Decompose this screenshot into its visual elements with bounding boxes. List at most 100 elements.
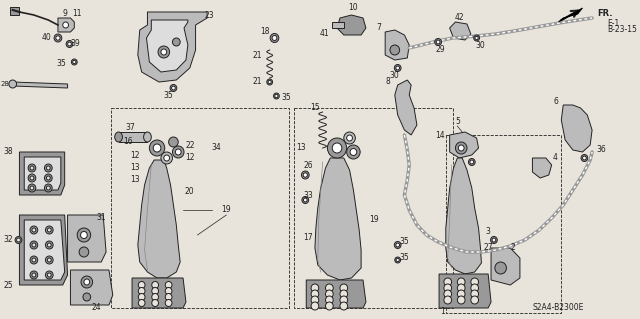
- Polygon shape: [19, 215, 68, 285]
- Text: B-23-15: B-23-15: [607, 26, 637, 34]
- Polygon shape: [446, 158, 481, 274]
- Polygon shape: [332, 22, 344, 28]
- Circle shape: [81, 232, 87, 239]
- Circle shape: [471, 296, 479, 304]
- Circle shape: [66, 41, 73, 48]
- Circle shape: [394, 241, 401, 249]
- Text: 32: 32: [3, 235, 13, 244]
- Polygon shape: [450, 22, 471, 40]
- Polygon shape: [439, 274, 491, 308]
- Polygon shape: [337, 15, 366, 35]
- Text: 40: 40: [42, 33, 51, 42]
- Polygon shape: [138, 160, 180, 278]
- Circle shape: [340, 284, 348, 292]
- Circle shape: [396, 243, 399, 247]
- Circle shape: [326, 284, 333, 292]
- Circle shape: [302, 197, 308, 204]
- Circle shape: [471, 278, 479, 286]
- Text: 2: 2: [511, 243, 516, 253]
- Text: 31: 31: [97, 213, 106, 222]
- Circle shape: [172, 146, 184, 158]
- Text: 39: 39: [70, 40, 80, 48]
- Circle shape: [458, 145, 464, 151]
- Circle shape: [468, 159, 475, 166]
- Circle shape: [164, 155, 170, 161]
- Polygon shape: [70, 270, 113, 305]
- Circle shape: [152, 300, 159, 307]
- Circle shape: [268, 80, 271, 84]
- Circle shape: [138, 281, 145, 288]
- Polygon shape: [19, 152, 65, 195]
- Circle shape: [68, 42, 71, 46]
- Circle shape: [332, 143, 342, 153]
- Circle shape: [84, 279, 90, 285]
- Circle shape: [273, 93, 279, 99]
- Polygon shape: [559, 8, 582, 22]
- Polygon shape: [132, 278, 186, 308]
- Text: 16: 16: [124, 137, 133, 146]
- Circle shape: [444, 296, 452, 304]
- Circle shape: [471, 284, 479, 292]
- Circle shape: [54, 34, 62, 42]
- Text: 30: 30: [389, 71, 399, 80]
- Text: 27: 27: [483, 243, 493, 253]
- Text: 35: 35: [164, 92, 173, 100]
- Text: 29: 29: [435, 46, 445, 55]
- Circle shape: [444, 278, 452, 286]
- Text: 35: 35: [399, 254, 410, 263]
- Circle shape: [28, 184, 36, 192]
- Bar: [294, 108, 452, 308]
- Circle shape: [170, 85, 177, 92]
- Text: 12: 12: [185, 153, 195, 162]
- Circle shape: [138, 293, 145, 300]
- Circle shape: [44, 174, 52, 182]
- Circle shape: [44, 184, 52, 192]
- Circle shape: [63, 22, 68, 28]
- Circle shape: [165, 293, 172, 300]
- Circle shape: [435, 39, 442, 46]
- Circle shape: [81, 276, 93, 288]
- Text: 8: 8: [385, 78, 390, 86]
- Circle shape: [267, 79, 273, 85]
- Text: 24: 24: [92, 303, 101, 313]
- Circle shape: [158, 46, 170, 58]
- Text: 12: 12: [130, 151, 140, 160]
- Text: 28: 28: [1, 81, 10, 87]
- Text: 21: 21: [252, 78, 262, 86]
- Circle shape: [474, 35, 479, 41]
- Circle shape: [471, 290, 479, 298]
- Circle shape: [347, 145, 360, 159]
- Circle shape: [275, 94, 278, 98]
- Circle shape: [328, 138, 347, 158]
- Circle shape: [390, 45, 399, 55]
- Circle shape: [340, 302, 348, 310]
- Circle shape: [168, 137, 179, 147]
- Circle shape: [394, 64, 401, 71]
- Circle shape: [165, 300, 172, 307]
- Text: 13: 13: [296, 144, 307, 152]
- Text: 36: 36: [597, 145, 607, 154]
- Text: 13: 13: [130, 175, 140, 184]
- Circle shape: [350, 149, 356, 155]
- Circle shape: [83, 293, 91, 301]
- Circle shape: [347, 135, 353, 141]
- Text: 11: 11: [72, 10, 82, 19]
- Text: 38: 38: [3, 147, 13, 157]
- Circle shape: [30, 186, 34, 190]
- Circle shape: [47, 228, 51, 232]
- Text: 21: 21: [252, 51, 262, 61]
- Circle shape: [30, 241, 38, 249]
- Text: 6: 6: [554, 98, 559, 107]
- Text: 19: 19: [369, 216, 378, 225]
- Text: 23: 23: [204, 11, 214, 19]
- Circle shape: [444, 284, 452, 292]
- Text: 34: 34: [212, 144, 221, 152]
- Circle shape: [47, 273, 51, 277]
- Ellipse shape: [115, 132, 122, 142]
- Circle shape: [344, 132, 355, 144]
- Circle shape: [492, 238, 496, 242]
- Polygon shape: [24, 220, 65, 280]
- Text: S2A4-B2300E: S2A4-B2300E: [532, 303, 584, 313]
- Text: 4: 4: [553, 153, 558, 162]
- Circle shape: [45, 241, 53, 249]
